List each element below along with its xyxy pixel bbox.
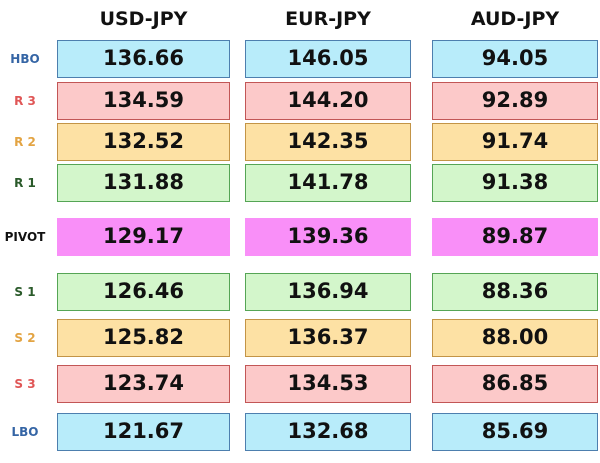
value-cell: 139.36 [245,218,411,256]
value-cell: 126.46 [57,273,230,311]
value-cell: 136.37 [245,319,411,357]
value-cell: 123.74 [57,365,230,403]
value-cell: 146.05 [245,40,411,78]
value-cell: 94.05 [432,40,598,78]
value-cell: 91.38 [432,164,598,202]
value-cell: 89.87 [432,218,598,256]
value-cell: 132.52 [57,123,230,161]
value-cell: 136.66 [57,40,230,78]
value-cell: 136.94 [245,273,411,311]
value-cell: 125.82 [57,319,230,357]
column-header: AUD-JPY [470,8,560,30]
value-cell: 121.67 [57,413,230,451]
value-cell: 141.78 [245,164,411,202]
value-cell: 134.59 [57,82,230,120]
value-cell: 86.85 [432,365,598,403]
column-header: USD-JPY [99,8,188,30]
value-cell: 129.17 [57,218,230,256]
value-cell: 91.74 [432,123,598,161]
row-label: R 3 [14,94,36,108]
row-label: S 1 [14,285,36,299]
value-cell: 88.00 [432,319,598,357]
value-cell: 132.68 [245,413,411,451]
row-label: R 2 [14,135,36,149]
row-label: S 2 [14,331,36,345]
row-label: S 3 [14,377,36,391]
row-label: LBO [11,425,39,439]
value-cell: 85.69 [432,413,598,451]
value-cell: 144.20 [245,82,411,120]
value-cell: 88.36 [432,273,598,311]
column-header: EUR-JPY [285,8,371,30]
row-label: HBO [10,52,40,66]
value-cell: 142.35 [245,123,411,161]
row-label: PIVOT [4,230,46,244]
value-cell: 131.88 [57,164,230,202]
value-cell: 92.89 [432,82,598,120]
value-cell: 134.53 [245,365,411,403]
row-label: R 1 [14,176,36,190]
